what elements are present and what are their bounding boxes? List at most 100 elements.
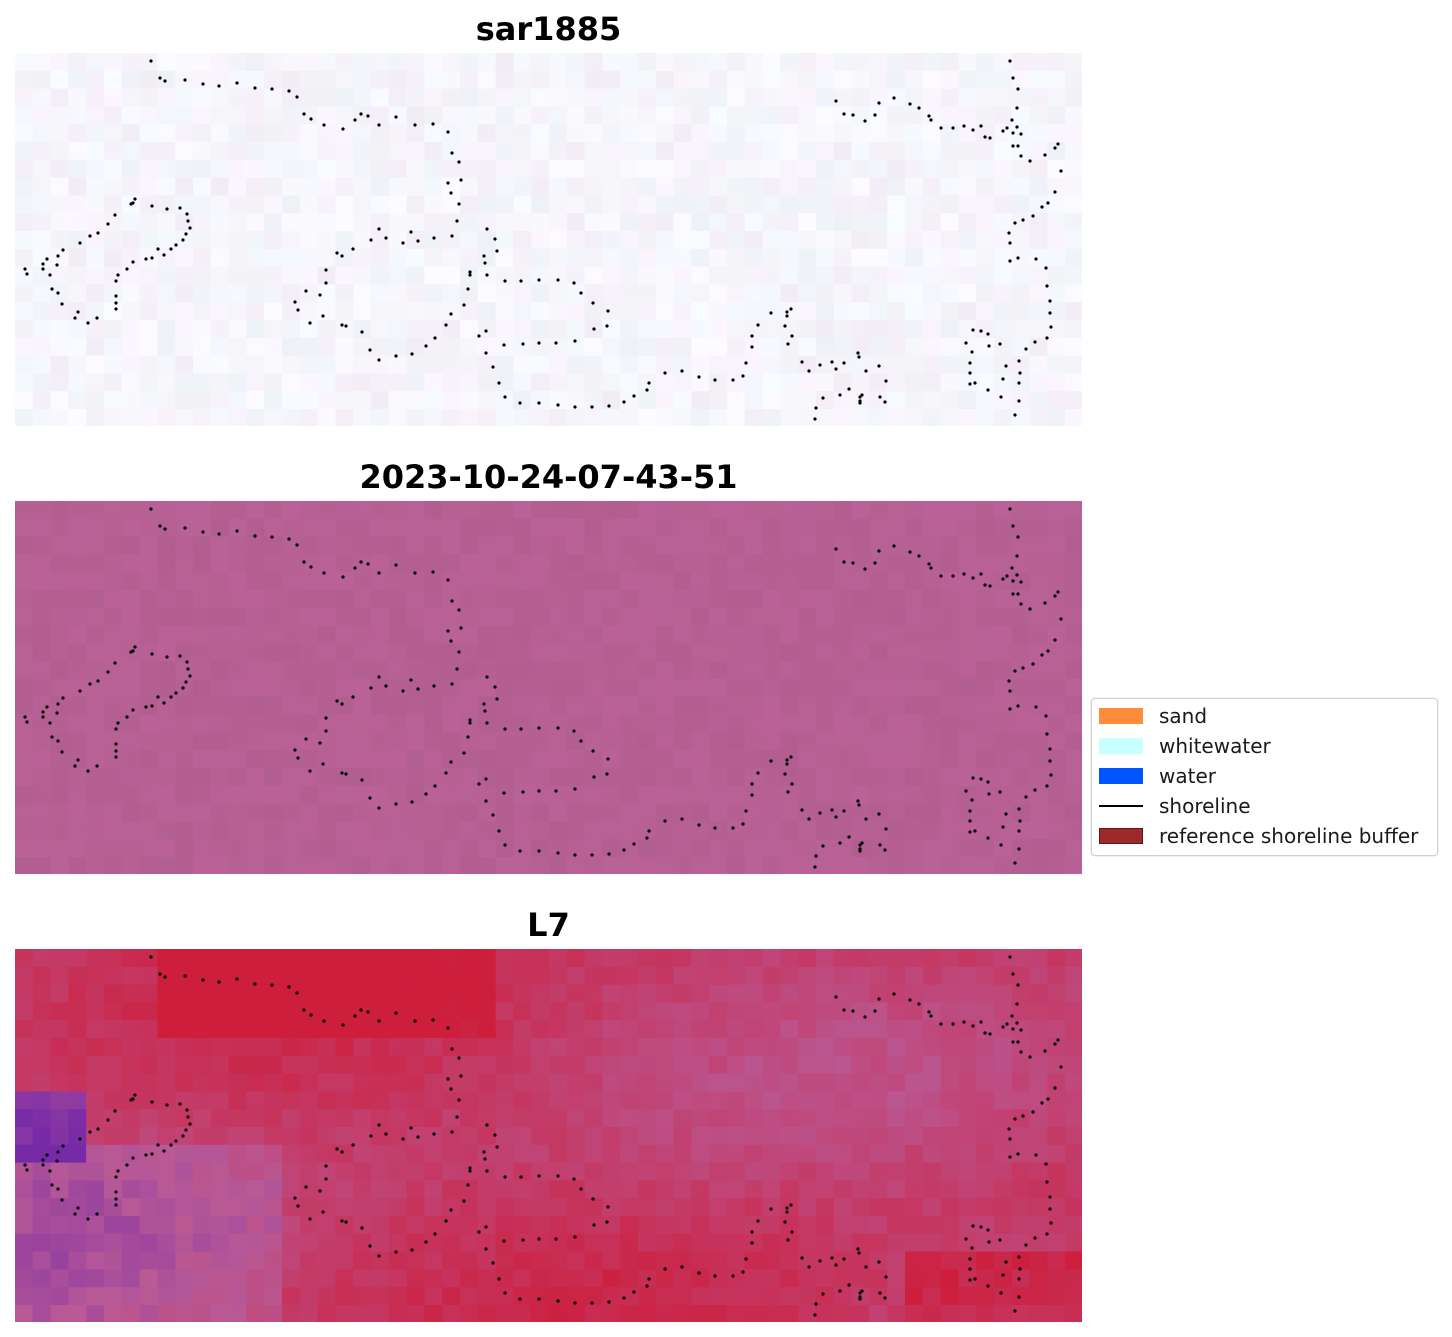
- shoreline-dot: [158, 524, 162, 528]
- pixel-cell: [86, 984, 105, 1003]
- pixel-cell: [460, 284, 479, 303]
- pixel-cell: [851, 643, 870, 662]
- pixel-cell: [531, 536, 550, 555]
- pixel-cell: [584, 1269, 603, 1288]
- pixel-cell: [940, 159, 959, 179]
- pixel-cell: [744, 1109, 764, 1128]
- pixel-cell: [869, 1305, 888, 1322]
- pixel-cell: [976, 821, 995, 840]
- pixel-cell: [673, 785, 692, 805]
- pixel-cell: [15, 966, 34, 986]
- shoreline-dot: [1008, 59, 1012, 63]
- pixel-cell: [655, 625, 675, 644]
- shoreline-dot: [186, 1115, 190, 1119]
- pixel-cell: [32, 949, 52, 968]
- pixel-cell: [1029, 1216, 1048, 1235]
- pixel-cell: [1065, 177, 1082, 196]
- pixel-cell: [905, 949, 924, 968]
- pixel-cell: [86, 409, 105, 426]
- shoreline-dot: [96, 231, 100, 235]
- pixel-cell: [762, 1180, 781, 1199]
- pixel-cell: [264, 195, 283, 214]
- pixel-cell: [175, 124, 194, 143]
- pixel-cell: [388, 1109, 408, 1128]
- pixel-cell: [1029, 1073, 1048, 1092]
- pixel-cell: [264, 696, 283, 716]
- pixel-cell: [32, 124, 52, 143]
- pixel-cell: [780, 1305, 799, 1322]
- pixel-cell: [762, 607, 781, 627]
- pixel-cell: [673, 1162, 692, 1181]
- pixel-cell: [460, 732, 479, 751]
- pixel-cell: [673, 142, 692, 161]
- pixel-cell: [549, 124, 568, 143]
- pixel-cell: [477, 1002, 497, 1021]
- pixel-cell: [175, 248, 194, 268]
- pixel-cell: [887, 1091, 906, 1110]
- pixel-cell: [1047, 1180, 1066, 1199]
- pixel-cell: [32, 803, 52, 822]
- pixel-cell: [566, 177, 586, 196]
- pixel-cell: [50, 1091, 69, 1110]
- pixel-cell: [299, 320, 319, 339]
- pixel-cell: [495, 839, 514, 858]
- pixel-cell: [620, 1198, 639, 1217]
- pixel-cell: [638, 1144, 657, 1164]
- pixel-cell: [193, 391, 212, 410]
- pixel-cell: [317, 1091, 336, 1110]
- pixel-cell: [994, 1162, 1013, 1181]
- shoreline-dot: [1045, 1180, 1049, 1184]
- pixel-cell: [744, 803, 764, 822]
- pixel-cell: [32, 536, 52, 555]
- pixel-cell: [673, 213, 692, 232]
- pixel-cell: [869, 124, 888, 143]
- pixel-cell: [673, 1127, 692, 1146]
- pixel-cell: [157, 696, 176, 716]
- pixel-cell: [709, 142, 728, 161]
- pixel-cell: [460, 1002, 479, 1021]
- pixel-cell: [744, 53, 764, 72]
- shoreline-dot: [181, 238, 185, 242]
- pixel-cell: [602, 1109, 621, 1128]
- pixel-cell: [531, 337, 550, 357]
- pixel-cell: [833, 409, 853, 426]
- pixel-cell: [922, 768, 942, 787]
- pixel-cell: [958, 1180, 977, 1199]
- shoreline-dot: [968, 361, 972, 365]
- shoreline-dot: [413, 571, 417, 575]
- pixel-cell: [673, 839, 692, 858]
- pixel-cell: [584, 124, 603, 143]
- shoreline-dot: [986, 780, 990, 784]
- pixel-cell: [68, 966, 87, 986]
- pixel-cell: [246, 518, 265, 538]
- pixel-cell: [602, 213, 621, 232]
- pixel-cell: [157, 1305, 176, 1322]
- image-panel-rgb: [15, 501, 1082, 874]
- pixel-cell: [15, 750, 34, 769]
- pixel-cell: [175, 106, 194, 125]
- pixel-cell: [460, 857, 479, 874]
- pixel-cell: [264, 949, 283, 968]
- shoreline-dot: [324, 268, 328, 272]
- pixel-cell: [406, 70, 425, 90]
- pixel-cell: [495, 984, 514, 1003]
- shoreline-dot: [842, 809, 846, 813]
- pixel-cell: [246, 1055, 265, 1075]
- pixel-cell: [549, 949, 568, 968]
- pixel-cell: [1011, 1073, 1031, 1092]
- pixel-cell: [620, 949, 639, 968]
- pixel-cell: [584, 355, 603, 374]
- pixel-cell: [549, 70, 568, 90]
- pixel-cell: [388, 696, 408, 716]
- shoreline-dot: [88, 1130, 92, 1134]
- pixel-cell: [1029, 785, 1048, 805]
- pixel-cell: [228, 213, 247, 232]
- pixel-cell: [193, 231, 212, 250]
- shoreline-dot: [1015, 125, 1019, 129]
- shoreline-dot: [1033, 1236, 1037, 1240]
- pixel-cell: [887, 821, 906, 840]
- pixel-cell: [922, 857, 942, 874]
- pixel-cell: [460, 1020, 479, 1039]
- pixel-cell: [139, 106, 158, 125]
- pixel-cell: [104, 590, 123, 609]
